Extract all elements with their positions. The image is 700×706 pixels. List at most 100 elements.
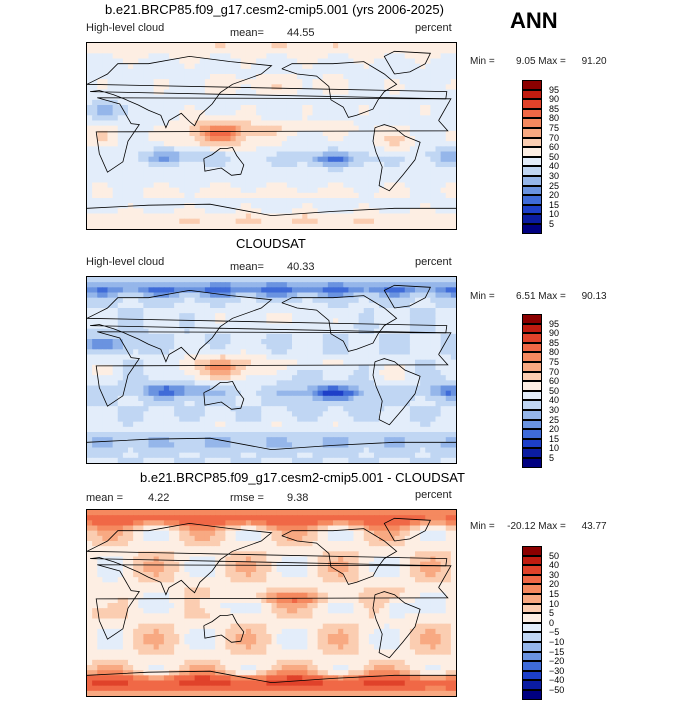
contour-cell xyxy=(440,79,447,85)
contour-cell xyxy=(322,213,329,220)
contour-cell xyxy=(256,437,262,443)
contour-cell xyxy=(230,156,237,163)
contour-cell xyxy=(317,79,324,85)
contour-cell xyxy=(343,339,349,345)
contour-cell xyxy=(302,359,308,366)
contour-cell xyxy=(174,406,180,412)
contour-cell xyxy=(179,198,185,204)
contour-cell xyxy=(199,105,206,111)
contour-cell xyxy=(368,416,375,423)
contour-cell xyxy=(194,349,201,356)
contour-cell xyxy=(307,172,314,178)
contour-cell xyxy=(158,282,165,288)
contour-cell xyxy=(307,375,314,381)
contour-cell xyxy=(276,370,283,376)
contour-cell xyxy=(327,390,334,397)
contour-cell xyxy=(312,110,319,116)
colorbar-tick-label: 15 xyxy=(549,199,560,210)
colorbar-tick-label: 85 xyxy=(549,103,560,114)
contour-cell xyxy=(302,84,308,91)
contour-cell xyxy=(133,79,139,85)
contour-cell xyxy=(256,432,262,438)
contour-cell xyxy=(158,359,165,366)
contour-cell xyxy=(102,349,109,356)
contour-cell xyxy=(312,323,319,330)
contour-cell xyxy=(394,172,401,178)
contour-cell xyxy=(327,125,334,132)
contour-cell xyxy=(179,177,185,184)
contour-cell xyxy=(256,375,262,381)
contour-cell xyxy=(379,370,385,376)
contour-cell xyxy=(399,308,406,314)
contour-cell xyxy=(343,120,349,127)
contour-cell xyxy=(117,161,124,168)
contour-cell xyxy=(302,136,308,142)
contour-cell xyxy=(204,364,211,371)
contour-cell xyxy=(358,89,365,96)
contour-cell xyxy=(404,364,411,371)
contour-cell xyxy=(163,161,170,168)
contour-cell xyxy=(189,318,196,325)
contour-cell xyxy=(368,192,375,199)
contour-cell xyxy=(179,395,185,402)
contour-cell xyxy=(256,105,262,111)
contour-cell xyxy=(420,375,426,381)
contour-cell xyxy=(92,442,98,449)
contour-cell xyxy=(338,141,344,147)
contour-cell xyxy=(266,130,273,137)
contour-cell xyxy=(189,187,196,194)
contour-cell xyxy=(225,187,232,194)
contour-cell xyxy=(220,74,226,80)
contour-cell xyxy=(374,375,380,381)
contour-cell xyxy=(266,187,273,194)
contour-cell xyxy=(374,208,380,215)
contour-cell xyxy=(286,203,293,209)
contour-cell xyxy=(333,437,339,443)
contour-cell xyxy=(128,302,134,309)
contour-cell xyxy=(87,151,93,158)
contour-cell xyxy=(276,385,283,392)
contour-cell xyxy=(409,79,416,85)
contour-cell xyxy=(92,292,98,299)
contour-cell xyxy=(338,292,344,299)
contour-cell xyxy=(240,406,247,412)
contour-cell xyxy=(322,203,329,209)
contour-cell xyxy=(302,105,308,111)
contour-cell xyxy=(394,115,401,122)
contour-cell xyxy=(87,318,93,325)
contour-cell xyxy=(210,339,216,345)
contour-cell xyxy=(363,198,370,204)
contour-cell xyxy=(215,99,221,106)
contour-cell xyxy=(107,141,114,147)
contour-cell xyxy=(312,390,319,397)
contour-cell xyxy=(251,218,257,225)
contour-cell xyxy=(184,161,191,168)
contour-cell xyxy=(163,401,170,407)
contour-cell xyxy=(215,208,221,215)
contour-cell xyxy=(307,277,314,283)
contour-cell xyxy=(286,43,293,49)
contour-cell xyxy=(333,277,339,283)
contour-cell xyxy=(445,156,452,163)
contour-cell xyxy=(117,151,124,158)
contour-cell xyxy=(286,53,293,60)
contour-cell xyxy=(230,151,237,158)
contour-cell xyxy=(199,323,206,330)
contour-cell xyxy=(163,370,170,376)
contour-cell xyxy=(358,432,365,438)
contour-cell xyxy=(435,187,442,194)
contour-cell xyxy=(399,339,406,345)
contour-cell xyxy=(420,177,426,184)
contour-cell xyxy=(251,125,257,132)
contour-cell xyxy=(343,130,349,137)
contour-cell xyxy=(307,333,314,340)
contour-cell xyxy=(450,411,457,418)
contour-cell xyxy=(153,308,160,314)
contour-cell xyxy=(210,359,216,366)
contour-cell xyxy=(353,79,360,85)
contour-cell xyxy=(225,136,232,142)
contour-cell xyxy=(404,277,411,283)
contour-cell xyxy=(143,426,150,433)
contour-cell xyxy=(409,292,416,299)
contour-cell xyxy=(348,187,355,194)
